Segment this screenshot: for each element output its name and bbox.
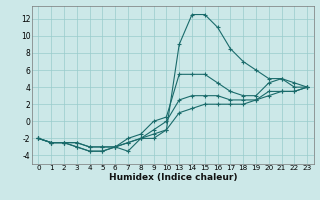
X-axis label: Humidex (Indice chaleur): Humidex (Indice chaleur)	[108, 173, 237, 182]
